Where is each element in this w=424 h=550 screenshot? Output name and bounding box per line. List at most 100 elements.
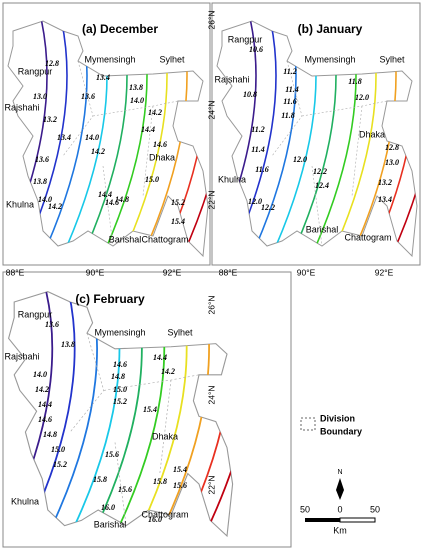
contour-label: 12.0 xyxy=(248,197,262,206)
division-label: Barishal xyxy=(94,519,127,529)
contour-label: 13.6 xyxy=(81,92,95,101)
division-boundary xyxy=(62,60,179,247)
contour-label: 13.2 xyxy=(43,115,57,124)
contour-label: 14.8 xyxy=(43,430,57,439)
contour-label: 12.2 xyxy=(261,203,275,212)
contour-label: 14.8 xyxy=(111,372,125,381)
contour-label: 16.0 xyxy=(148,515,162,524)
lat-label: 22°N xyxy=(206,191,216,210)
contour-label: 15.0 xyxy=(51,445,65,454)
contour-line xyxy=(198,291,233,536)
country-fill xyxy=(7,20,209,258)
scale-label: 0 xyxy=(337,504,342,514)
contour-label: 14.2 xyxy=(91,147,105,156)
contour-label: 14.2 xyxy=(48,202,62,211)
contour-label: 13.6 xyxy=(35,155,49,164)
contour-label: 11.6 xyxy=(283,97,297,106)
contour-label: 11.2 xyxy=(251,125,265,134)
contour-label: 10.6 xyxy=(249,45,263,54)
contour-label: 14.0 xyxy=(38,195,52,204)
contour-label: 10.8 xyxy=(243,90,257,99)
division-label: Barishal xyxy=(306,224,339,234)
division-label: Sylhet xyxy=(379,54,405,64)
contour-label: 14.4 xyxy=(153,353,167,362)
division-label: Khulna xyxy=(6,199,34,209)
country-fill xyxy=(216,20,418,258)
contour-label: 14.6 xyxy=(113,360,127,369)
lat-label: 26°N xyxy=(206,296,216,315)
division-label: Khulna xyxy=(11,496,39,506)
contour-label: 14.0 xyxy=(130,96,144,105)
contour-label: 12.0 xyxy=(293,155,307,164)
division-label: Mymensingh xyxy=(84,54,135,64)
contour-label: 15.4 xyxy=(143,405,157,414)
division-label: Rangpur xyxy=(228,34,263,44)
contour-label: 15.6 xyxy=(118,485,132,494)
contour-label: 13.6 xyxy=(45,320,59,329)
contour-label: 14.4 xyxy=(98,190,112,199)
contour-label: 15.6 xyxy=(105,450,119,459)
contour-label: 14.8 xyxy=(115,195,129,204)
lat-label: 26°N xyxy=(206,11,216,30)
panel-frame xyxy=(2,2,211,266)
panel-title: (c) February xyxy=(75,292,145,306)
contour-label: 14.6 xyxy=(38,415,52,424)
division-label: Dhaka xyxy=(149,152,175,162)
division-label: Mymensingh xyxy=(94,327,145,337)
panel-title: (a) December xyxy=(82,22,158,36)
scale-unit: Km xyxy=(333,525,347,535)
contour-label: 16.0 xyxy=(101,503,115,512)
contour-label: 15.4 xyxy=(173,465,187,474)
contour-label: 15.4 xyxy=(171,217,185,226)
north-arrow xyxy=(336,478,344,500)
maps xyxy=(7,20,418,538)
contour-label: 14.4 xyxy=(141,125,155,134)
country-fill xyxy=(7,291,234,538)
contour-label: 13.4 xyxy=(378,195,392,204)
contour-label: 15.2 xyxy=(171,198,185,207)
contour-label: 14.6 xyxy=(105,198,119,207)
contour-label: 13.4 xyxy=(96,73,110,82)
division-label: Dhaka xyxy=(152,431,178,441)
contour-label: 13.4 xyxy=(57,133,71,142)
contour-label: 11.2 xyxy=(283,67,297,76)
division-label: Rajshahi xyxy=(214,74,249,84)
division-label: Chattogram xyxy=(141,234,188,244)
lon-label: 88°E xyxy=(6,267,25,277)
division-boundary xyxy=(271,60,388,247)
division-label: Rajshahi xyxy=(4,102,39,112)
contour-label: 15.2 xyxy=(113,397,127,406)
lon-label: 92°E xyxy=(163,267,182,277)
contour-label: 12.8 xyxy=(45,59,59,68)
contour-label: 13.0 xyxy=(385,158,399,167)
panel-frame xyxy=(2,271,292,548)
scale-bar xyxy=(339,517,376,523)
contour-label: 14.2 xyxy=(35,385,49,394)
contour-label: 14.6 xyxy=(153,140,167,149)
contour-label: 15.8 xyxy=(153,477,167,486)
division-label: Sylhet xyxy=(167,327,193,337)
contour-label: 12.8 xyxy=(385,143,399,152)
lon-label: 92°E xyxy=(375,267,394,277)
lon-label: 90°E xyxy=(297,267,316,277)
contour-label: 11.8 xyxy=(281,111,295,120)
contour-line xyxy=(386,21,417,256)
contour-label: 11.4 xyxy=(285,85,299,94)
map xyxy=(7,20,209,258)
panel-frame xyxy=(211,2,421,266)
lon-label: 90°E xyxy=(86,267,105,277)
division-label: Sylhet xyxy=(159,54,185,64)
contour-label: 15.0 xyxy=(145,175,159,184)
contour-label: 11.6 xyxy=(255,165,269,174)
contour-label: 11.4 xyxy=(251,145,265,154)
contour-label: 11.8 xyxy=(348,77,362,86)
division-label: Barishal xyxy=(109,234,142,244)
contour-label: 12.0 xyxy=(355,93,369,102)
contour-line xyxy=(177,21,208,256)
lon-label: 88°E xyxy=(219,267,238,277)
contour-label: 14.0 xyxy=(85,133,99,142)
contour-label: 14.0 xyxy=(33,370,47,379)
division-label: Chattogram xyxy=(141,509,188,519)
